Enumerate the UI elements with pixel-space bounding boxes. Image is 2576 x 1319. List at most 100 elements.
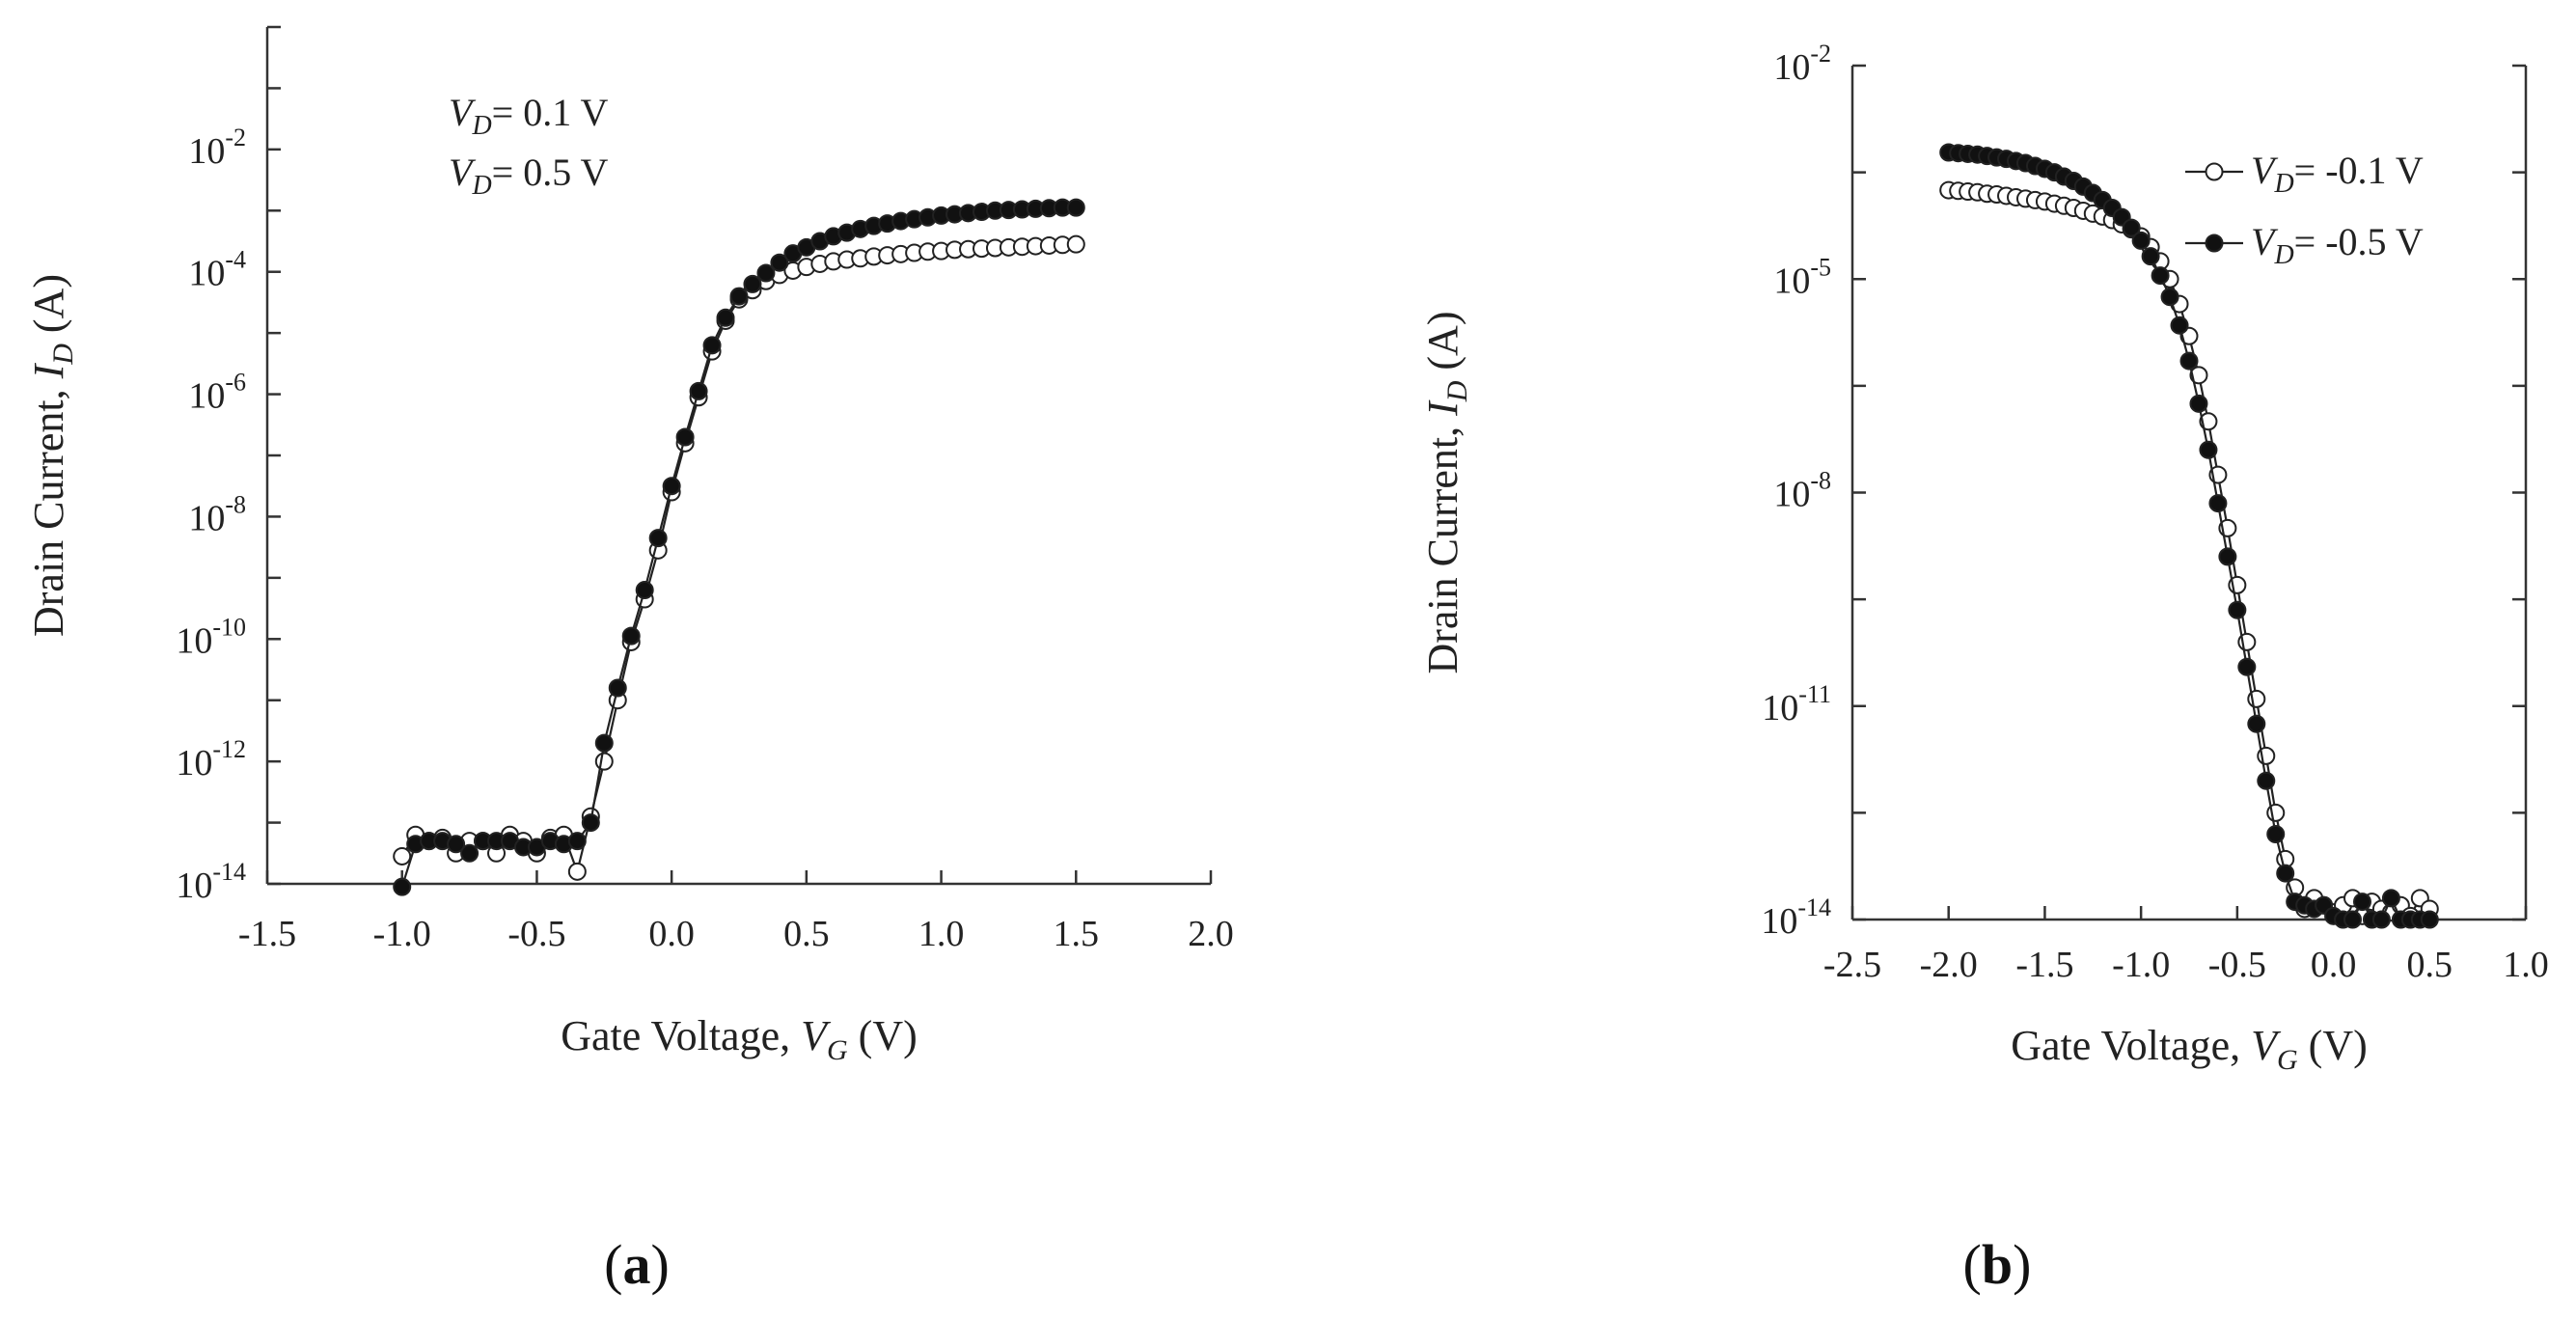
- data-point: [729, 287, 749, 306]
- legend-entry: VD= -0.1 V: [2251, 149, 2424, 199]
- y-tick-label: 10-2: [188, 124, 246, 172]
- y-tick-exponent: -14: [1797, 893, 1831, 921]
- legend: VD= -0.1 V VD= -0.5 V: [2185, 149, 2424, 270]
- data-point: [2237, 657, 2257, 676]
- series-line: [1948, 151, 2430, 921]
- data-point: [648, 529, 668, 548]
- legend-marker: [2205, 162, 2224, 181]
- data-point: [2218, 547, 2237, 566]
- data-point: [2199, 440, 2218, 459]
- panel-label: (a): [604, 1233, 670, 1296]
- chart-panel-a: -1.5 -1.0 -0.5 0.0 0.5 1.0 1.5 2.0 10-14 10-12 10-…: [25, 25, 1234, 1296]
- data-point: [2160, 288, 2179, 307]
- y-tick-exponent: -12: [212, 735, 246, 763]
- x-tick-label: -1.5: [2015, 945, 2073, 985]
- y-tick-label: 10-14: [176, 858, 246, 906]
- y-tick-label: 10-2: [1773, 40, 1831, 88]
- x-tick-label: -1.0: [373, 914, 431, 954]
- series-filled: [1939, 143, 2439, 929]
- x-tick-label: -2.5: [1823, 945, 1881, 985]
- data-point: [2371, 910, 2391, 929]
- y-tick-label: 10-8: [1773, 467, 1831, 515]
- data-point: [2189, 366, 2208, 385]
- data-point: [621, 626, 641, 646]
- data-point: [393, 877, 412, 896]
- series-filled: [393, 198, 1085, 896]
- data-point: [770, 253, 789, 272]
- data-point: [743, 274, 762, 293]
- data-point: [581, 813, 600, 833]
- series-open: [393, 234, 1085, 881]
- y-tick-label: 10-10: [176, 613, 246, 661]
- data-point: [662, 477, 681, 496]
- x-tick-label: 0.0: [2311, 945, 2357, 985]
- data-point: [2208, 494, 2228, 513]
- data-point: [2151, 266, 2170, 286]
- data-point: [2131, 231, 2151, 250]
- y-tick-label: 10-11: [1762, 680, 1831, 728]
- data-point: [1066, 198, 1085, 217]
- y-tick-exponent: -10: [212, 613, 246, 641]
- data-point: [393, 846, 412, 866]
- data-point: [1066, 234, 1085, 254]
- y-tick-label: 10-5: [1773, 253, 1831, 301]
- data-point: [2352, 893, 2371, 912]
- data-point: [608, 678, 627, 698]
- series-line: [1948, 189, 2431, 919]
- x-axis-title: Gate Voltage, VG (V): [2011, 1022, 2368, 1076]
- y-axis-title: Drain Current, ID (A): [1419, 311, 1473, 673]
- data-point: [675, 427, 695, 447]
- series-line: [400, 243, 1077, 876]
- y-tick-exponent: -11: [1798, 680, 1831, 708]
- data-point: [2247, 714, 2266, 733]
- data-point: [447, 835, 466, 854]
- y-tick-exponent: -5: [1810, 253, 1831, 281]
- data-point: [635, 581, 654, 600]
- data-point: [2257, 771, 2276, 790]
- data-point: [756, 263, 776, 283]
- data-point: [567, 862, 587, 881]
- panel-label: (b): [1963, 1233, 2032, 1296]
- data-point: [2170, 316, 2189, 335]
- data-point: [2381, 889, 2400, 908]
- y-tick-label: 10-4: [188, 246, 246, 294]
- x-axis-title: Gate Voltage, VG (V): [561, 1012, 918, 1066]
- y-tick-label: 10-8: [188, 490, 246, 538]
- data-point: [2420, 910, 2439, 929]
- data-point: [2122, 218, 2141, 237]
- x-tick-label: 1.0: [918, 914, 965, 954]
- legend: VD= 0.1 V VD= 0.5 V: [449, 91, 609, 201]
- data-point: [2179, 351, 2199, 371]
- data-point: [2189, 394, 2208, 413]
- legend-entry: VD= 0.1 V: [449, 91, 609, 141]
- y-tick-label: 10-14: [1761, 893, 1831, 942]
- y-axis-title: Drain Current, ID (A): [25, 274, 79, 637]
- x-tick-label: 2.0: [1188, 914, 1234, 954]
- y-tick-exponent: -8: [225, 490, 246, 518]
- legend-marker: [2205, 234, 2224, 253]
- data-point: [689, 381, 708, 400]
- y-tick-exponent: -4: [225, 246, 246, 274]
- x-tick-label: -1.0: [2112, 945, 2170, 985]
- x-tick-label: 1.0: [2503, 945, 2549, 985]
- legend-entry: VD= 0.5 V: [449, 151, 609, 201]
- chart-panel-b: -2.5 -2.0 -1.5 -1.0 -0.5 0.0 0.5 1.0 10-14 10-11 1…: [1419, 40, 2549, 1296]
- data-point: [594, 733, 614, 753]
- y-tick-exponent: -2: [225, 124, 246, 151]
- x-tick-label: 0.5: [783, 914, 830, 954]
- data-point: [2276, 864, 2295, 883]
- data-point: [2343, 910, 2363, 929]
- data-point: [460, 843, 480, 863]
- y-tick-exponent: -2: [1810, 40, 1831, 68]
- x-tick-label: -2.0: [1920, 945, 1978, 985]
- data-point: [716, 308, 735, 327]
- x-tick-label: 1.5: [1054, 914, 1100, 954]
- y-tick-exponent: -6: [225, 369, 246, 397]
- legend-entry: VD= -0.5 V: [2251, 220, 2424, 270]
- data-point: [567, 832, 587, 851]
- data-point: [2228, 600, 2247, 619]
- series-line: [400, 206, 1077, 888]
- series-open: [1939, 180, 2439, 925]
- x-tick-label: -1.5: [238, 914, 296, 954]
